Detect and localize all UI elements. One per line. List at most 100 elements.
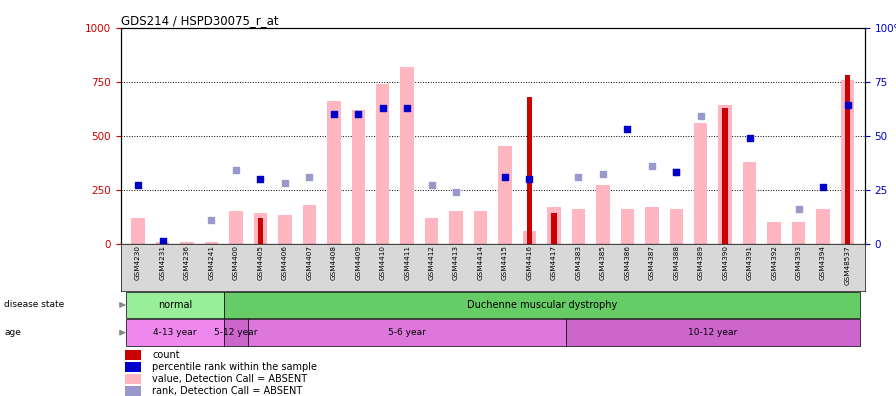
Text: GSM4405: GSM4405 [257,245,263,280]
Bar [303,205,316,244]
Text: GSM4413: GSM4413 [453,245,459,280]
Point [131,182,145,188]
Point [743,135,757,141]
Bar [527,97,532,244]
Bar [719,105,732,244]
Bar [816,209,830,244]
Text: GSM4414: GSM4414 [478,245,484,280]
Point [816,184,831,190]
Bar [125,362,141,372]
Text: GSM4386: GSM4386 [625,245,631,280]
Point [669,169,684,175]
Bar [125,319,224,346]
Text: 10-12 year: 10-12 year [688,328,737,337]
Point [694,113,708,119]
Text: GSM4230: GSM4230 [135,245,141,280]
Bar [596,185,609,244]
Text: percentile rank within the sample: percentile rank within the sample [152,362,317,372]
Text: value, Detection Call = ABSENT: value, Detection Call = ABSENT [152,374,307,384]
Point [155,238,169,245]
Bar [743,162,756,244]
Text: count: count [152,350,180,360]
Bar [180,242,194,244]
Bar [498,147,512,244]
Text: 5-12 year: 5-12 year [214,328,258,337]
Text: GSM4406: GSM4406 [282,245,288,280]
Bar [125,291,224,318]
Point [254,175,268,182]
Text: GSM4385: GSM4385 [600,245,606,280]
Text: GSM4387: GSM4387 [649,245,655,280]
Bar [254,213,267,244]
Bar [694,123,708,244]
Text: 5-6 year: 5-6 year [388,328,426,337]
Bar [229,211,243,244]
Bar [792,222,806,244]
Bar [572,209,585,244]
Point [204,217,219,223]
Point [425,182,439,188]
Text: GDS214 / HSPD30075_r_at: GDS214 / HSPD30075_r_at [121,13,279,27]
Point [620,126,634,132]
Text: 4-13 year: 4-13 year [153,328,196,337]
Text: GSM4393: GSM4393 [796,245,802,280]
Bar [156,242,169,244]
Bar [132,218,145,244]
Text: GSM4389: GSM4389 [698,245,703,280]
Text: GSM4241: GSM4241 [209,245,214,280]
Point [228,167,243,173]
Text: GSM4400: GSM4400 [233,245,239,280]
Bar [401,67,414,244]
Text: normal: normal [158,300,192,310]
Point [327,111,341,117]
Bar [450,211,463,244]
Point [400,105,414,111]
Bar [248,319,566,346]
Bar [278,215,291,244]
Point [522,175,537,182]
Bar [547,207,561,244]
Bar [125,386,141,396]
Text: age: age [4,328,22,337]
Bar [722,108,728,244]
Bar [845,75,850,244]
Point [669,169,684,175]
Bar [645,207,659,244]
Bar [425,218,438,244]
Point [572,173,586,180]
Bar [376,84,390,244]
Text: GSM4412: GSM4412 [428,245,435,280]
Text: rank, Detection Call = ABSENT: rank, Detection Call = ABSENT [152,386,303,396]
Bar [551,213,556,244]
Text: GSM4392: GSM4392 [771,245,777,280]
Text: disease state: disease state [4,301,65,309]
Text: GSM4417: GSM4417 [551,245,557,280]
Bar [125,350,141,360]
Bar [522,230,536,244]
Point [302,173,316,180]
Bar [840,80,854,244]
Bar [669,209,683,244]
Point [449,188,463,195]
Bar [566,319,860,346]
Text: GSM4410: GSM4410 [380,245,385,280]
Text: GSM48537: GSM48537 [845,245,850,285]
Point [375,105,390,111]
Text: GSM4388: GSM4388 [673,245,679,280]
Text: GSM4383: GSM4383 [575,245,582,280]
Text: GSM4407: GSM4407 [306,245,313,280]
Text: GSM4415: GSM4415 [502,245,508,280]
Text: GSM4408: GSM4408 [331,245,337,280]
Point [351,111,366,117]
Text: GSM4411: GSM4411 [404,245,410,280]
Text: GSM4409: GSM4409 [355,245,361,280]
Bar [474,211,487,244]
Bar [205,242,219,244]
Bar [125,374,141,384]
Text: Duchenne muscular dystrophy: Duchenne muscular dystrophy [467,300,616,310]
Bar [621,209,634,244]
Point [791,206,806,212]
Bar [767,222,780,244]
Text: GSM4231: GSM4231 [159,245,166,280]
Text: GSM4390: GSM4390 [722,245,728,280]
